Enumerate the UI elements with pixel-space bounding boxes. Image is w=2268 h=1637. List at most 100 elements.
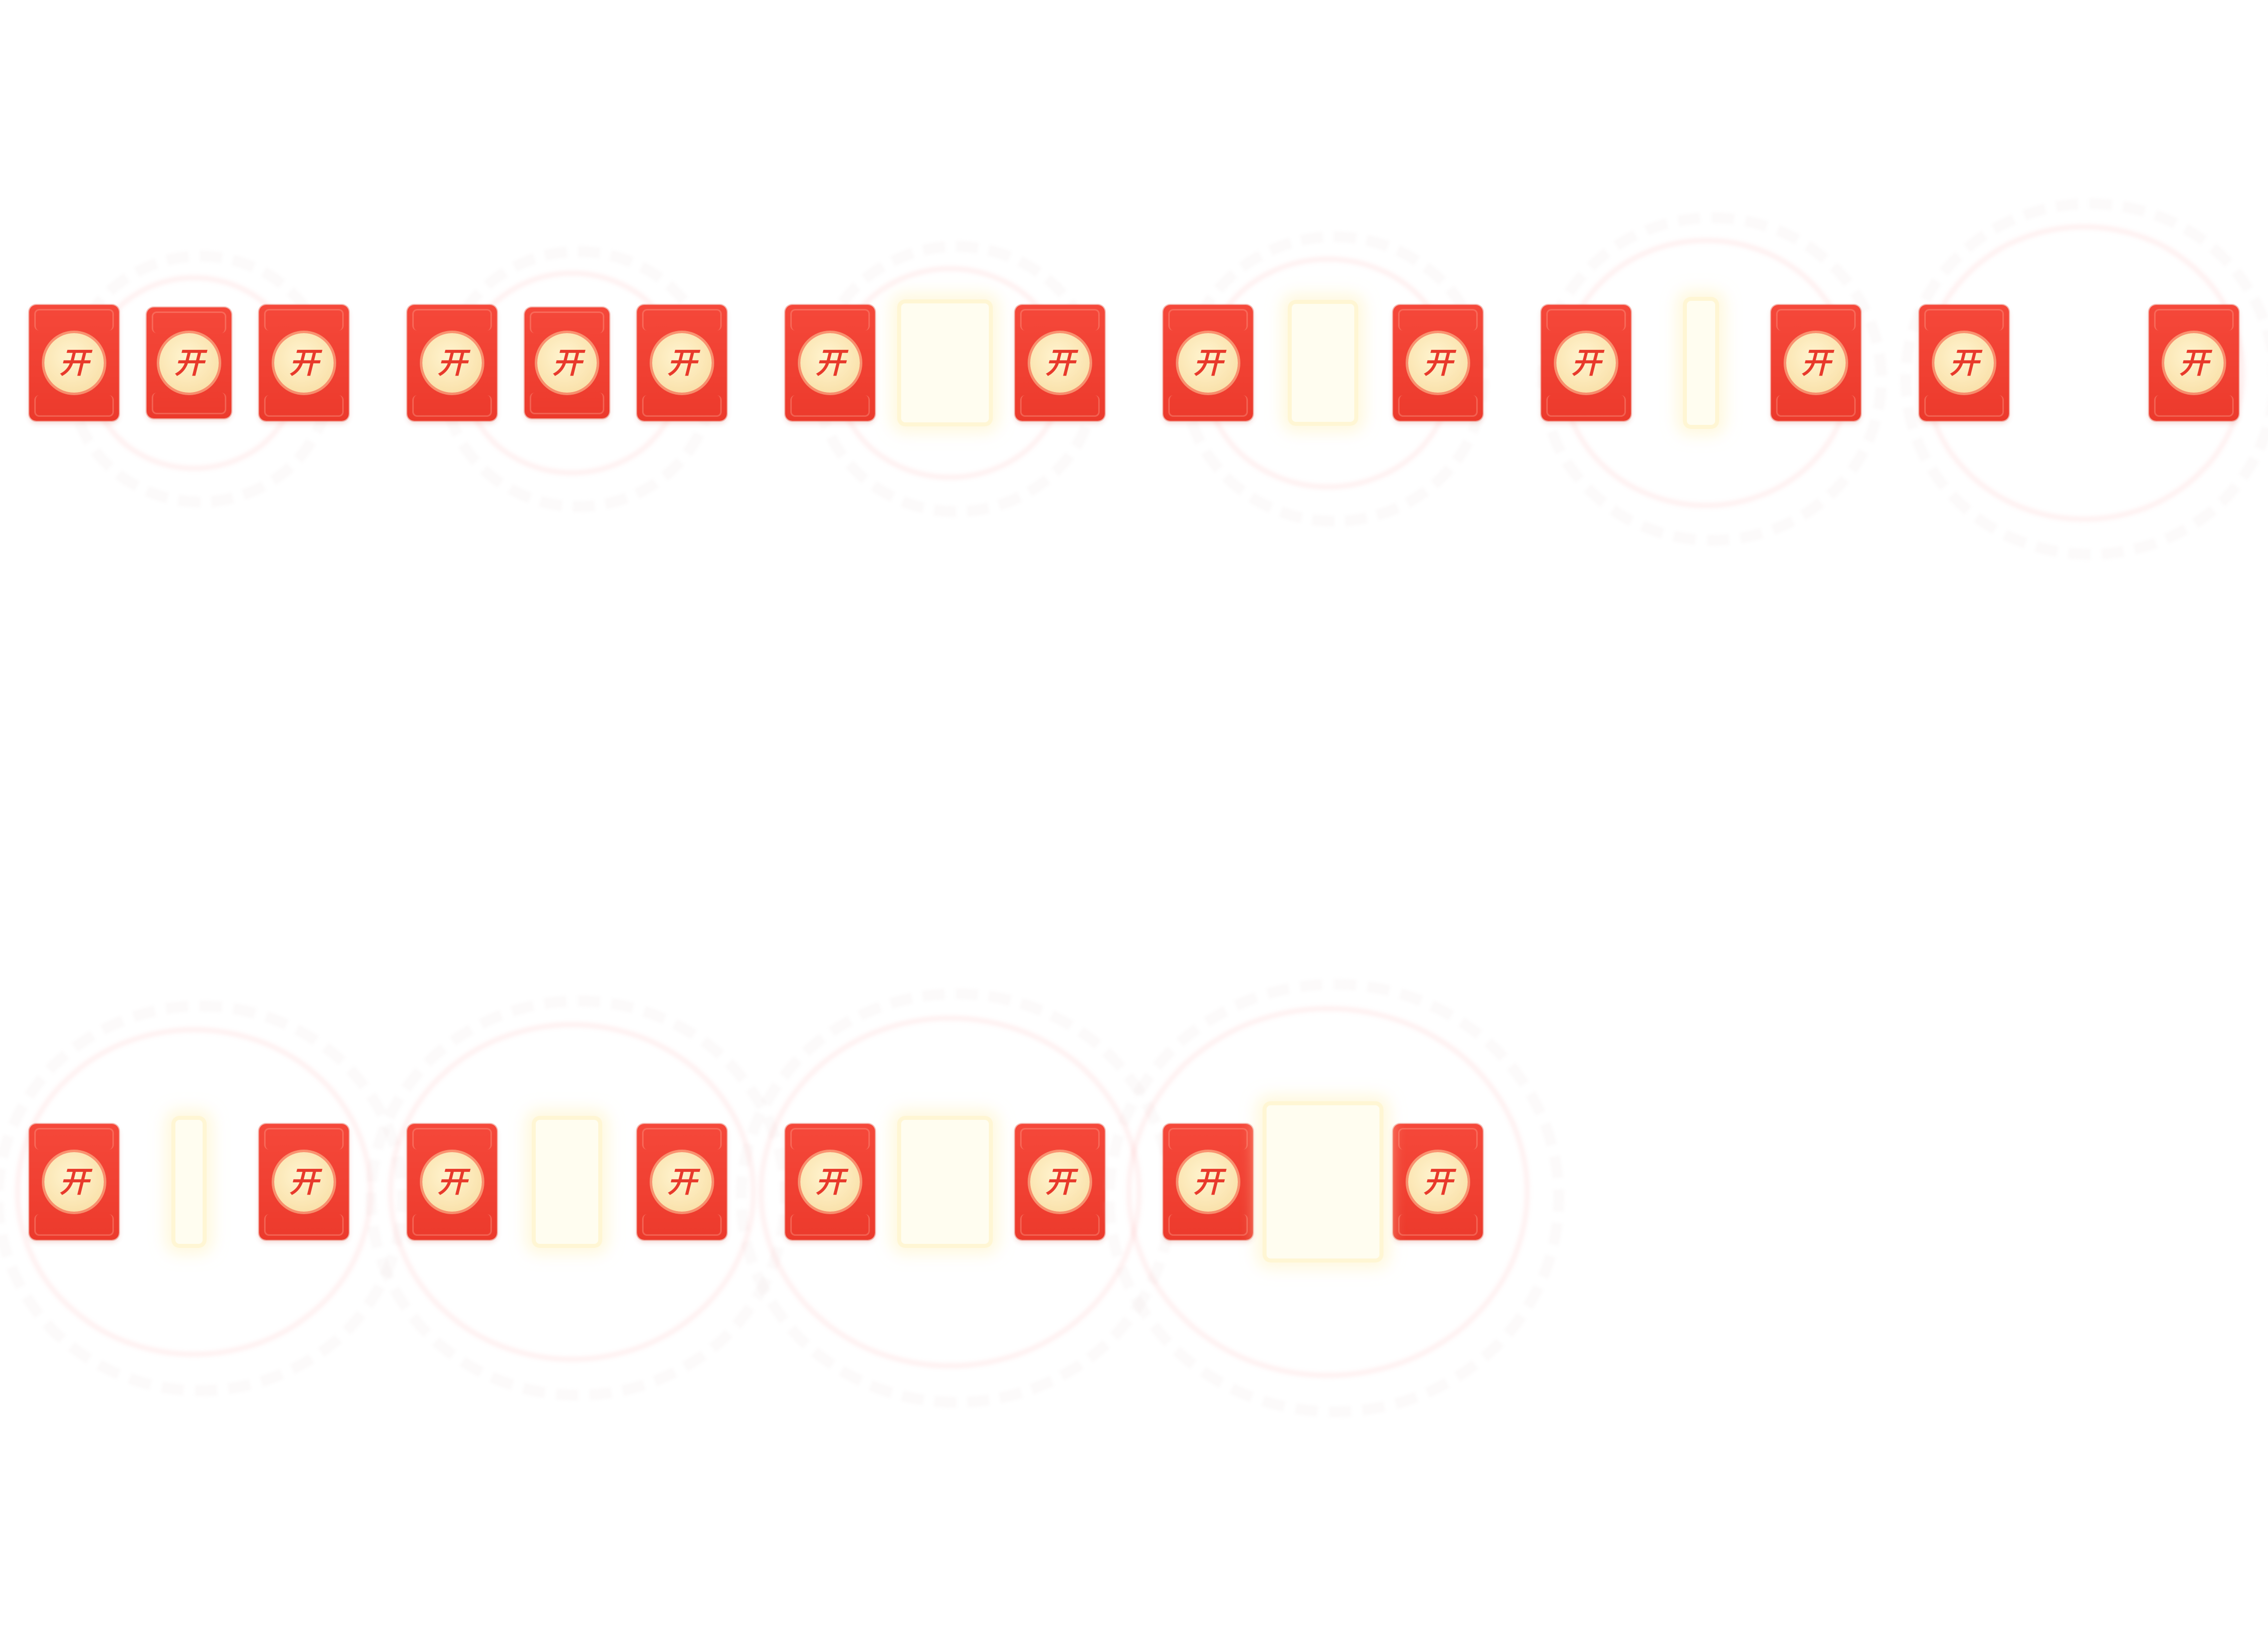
open-seal-button[interactable]: 开 (1408, 1152, 1468, 1212)
open-seal-button[interactable]: 开 (1178, 333, 1238, 393)
red-envelope-left[interactable]: 开 (407, 305, 497, 421)
cloud-pattern-top (790, 1128, 870, 1150)
cloud-pattern-top (1398, 309, 1478, 331)
animation-frame-6: 开开 (1890, 198, 2268, 605)
cloud-pattern-top (34, 309, 114, 331)
cloud-pattern-top (412, 1128, 492, 1150)
cloud-pattern-top (412, 309, 492, 331)
seal-label: 开 (1423, 346, 1453, 380)
cloud-pattern-bottom (412, 395, 492, 417)
cloud-pattern-bottom (790, 1214, 870, 1236)
cloud-pattern-bottom (1020, 395, 1100, 417)
cloud-pattern-top (34, 1128, 114, 1150)
open-seal-button[interactable]: 开 (422, 333, 482, 393)
red-envelope-middle[interactable]: 开 (147, 307, 231, 418)
cloud-pattern-top (1020, 1128, 1100, 1150)
red-envelope-left[interactable]: 开 (407, 1124, 497, 1240)
cloud-pattern-bottom (412, 1214, 492, 1236)
red-envelope-left[interactable]: 开 (29, 1124, 119, 1240)
seal-label: 开 (437, 1165, 467, 1199)
red-envelope-left[interactable]: 开 (1163, 305, 1253, 421)
seal-label: 开 (2179, 346, 2209, 380)
open-seal-button[interactable]: 开 (537, 333, 597, 393)
animation-frame-8: 开开 (365, 995, 791, 1424)
red-envelope-left[interactable]: 开 (1541, 305, 1631, 421)
opening-flash-icon (1288, 300, 1358, 426)
cloud-pattern-top (264, 309, 344, 331)
red-envelope-left[interactable]: 开 (1163, 1124, 1253, 1240)
red-envelope-left[interactable]: 开 (785, 305, 875, 421)
cloud-pattern-bottom (642, 1214, 722, 1236)
open-seal-button[interactable]: 开 (652, 333, 712, 393)
open-seal-button[interactable]: 开 (1178, 1152, 1238, 1212)
open-seal-button[interactable]: 开 (1934, 333, 1994, 393)
open-seal-button[interactable]: 开 (44, 333, 104, 393)
cloud-pattern-top (642, 309, 722, 331)
open-seal-button[interactable]: 开 (1030, 1152, 1090, 1212)
open-seal-button[interactable]: 开 (1030, 333, 1090, 393)
animation-frame-2: 开开开 (378, 232, 756, 605)
red-envelope-left[interactable]: 开 (29, 305, 119, 421)
animation-frame-5: 开开 (1512, 212, 1890, 605)
red-envelope-right[interactable]: 开 (637, 305, 727, 421)
open-seal-button[interactable]: 开 (1786, 333, 1846, 393)
cloud-pattern-bottom (34, 1214, 114, 1236)
seal-label: 开 (1571, 346, 1601, 380)
red-envelope-right[interactable]: 开 (259, 1124, 349, 1240)
cloud-pattern-bottom (642, 395, 722, 417)
cloud-pattern-top (1776, 309, 1856, 331)
open-seal-button[interactable]: 开 (800, 333, 860, 393)
seal-label: 开 (667, 346, 697, 380)
cloud-pattern-top (642, 1128, 722, 1150)
red-envelope-left[interactable]: 开 (1919, 305, 2009, 421)
opening-flash-icon (1263, 1101, 1383, 1263)
open-seal-button[interactable]: 开 (800, 1152, 860, 1212)
cloud-pattern-bottom (264, 395, 344, 417)
opening-flash-icon (532, 1116, 602, 1248)
animation-frame-4: 开开 (1134, 231, 1512, 605)
open-seal-button[interactable]: 开 (274, 333, 334, 393)
red-envelope-right[interactable]: 开 (1393, 1124, 1483, 1240)
seal-label: 开 (815, 346, 845, 380)
open-seal-button[interactable]: 开 (422, 1152, 482, 1212)
cloud-pattern-top (2154, 309, 2234, 331)
seal-label: 开 (1423, 1165, 1453, 1199)
seal-label: 开 (289, 1165, 319, 1199)
seal-label: 开 (437, 346, 467, 380)
cloud-pattern-top (1924, 309, 2004, 331)
open-seal-button[interactable]: 开 (652, 1152, 712, 1212)
seal-label: 开 (667, 1165, 697, 1199)
opening-flash-icon (171, 1116, 207, 1248)
red-envelope-right[interactable]: 开 (1015, 1124, 1105, 1240)
red-envelope-right[interactable]: 开 (1771, 305, 1861, 421)
open-seal-button[interactable]: 开 (1408, 333, 1468, 393)
red-envelope-right[interactable]: 开 (1015, 305, 1105, 421)
cloud-pattern-bottom (1398, 1214, 1478, 1236)
red-envelope-middle[interactable]: 开 (525, 307, 609, 418)
open-seal-button[interactable]: 开 (159, 333, 219, 393)
seal-label: 开 (1949, 346, 1979, 380)
open-seal-button[interactable]: 开 (1556, 333, 1616, 393)
cloud-pattern-bottom (152, 393, 226, 414)
red-envelope-right[interactable]: 开 (1393, 305, 1483, 421)
seal-label: 开 (289, 346, 319, 380)
red-envelope-left[interactable]: 开 (785, 1124, 875, 1240)
cloud-pattern-bottom (1546, 395, 1626, 417)
open-seal-button[interactable]: 开 (44, 1152, 104, 1212)
red-envelope-right[interactable]: 开 (259, 305, 349, 421)
animation-frame-10: 开开 (1104, 978, 1564, 1424)
opening-flash-icon (897, 1116, 993, 1248)
cloud-pattern-bottom (530, 393, 604, 414)
opening-flash-icon (897, 299, 993, 426)
cloud-pattern-bottom (1776, 395, 1856, 417)
cloud-pattern-top (1168, 1128, 1248, 1150)
open-seal-button[interactable]: 开 (274, 1152, 334, 1212)
animation-frame-3: 开开 (756, 232, 1134, 605)
seal-label: 开 (1193, 346, 1223, 380)
red-envelope-right[interactable]: 开 (637, 1124, 727, 1240)
open-seal-button[interactable]: 开 (2164, 333, 2224, 393)
opening-flash-icon (1683, 297, 1719, 429)
cloud-pattern-top (530, 311, 604, 333)
red-envelope-right[interactable]: 开 (2149, 305, 2239, 421)
seal-label: 开 (59, 1165, 89, 1199)
